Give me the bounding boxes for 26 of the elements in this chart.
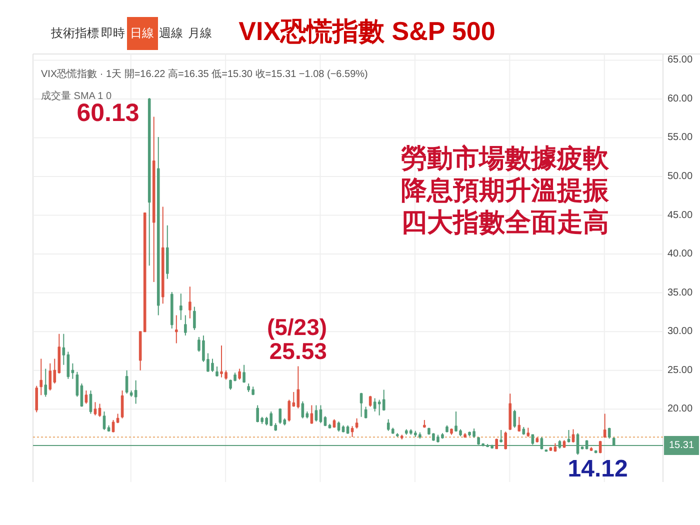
y-tick-label: 20.00 xyxy=(667,404,693,415)
annotation: (5/23) xyxy=(266,314,328,340)
annotation: 技術指標 xyxy=(51,26,99,40)
ref-label: 15.31 xyxy=(664,436,699,455)
y-tick-label: 35.00 xyxy=(667,287,693,298)
annotation: 60.13 xyxy=(76,99,140,127)
y-tick-label: 25.00 xyxy=(667,364,693,376)
ref-line-label: 15.31 xyxy=(668,440,694,451)
annotation: 週線 xyxy=(159,26,183,40)
annotation: 即時 xyxy=(101,26,125,40)
annotation: 降息預期升溫提振 xyxy=(401,175,609,205)
y-tick-label: 65.00 xyxy=(667,54,693,66)
annotation: 四大指數全面走高 xyxy=(401,207,609,237)
y-tick-label: 40.00 xyxy=(667,248,693,260)
y-tick-label: 60.00 xyxy=(667,93,693,104)
annotation: 成交量 SMA 1 0 xyxy=(41,91,112,102)
y-tick-label: 50.00 xyxy=(667,171,693,182)
annotation: 月線 xyxy=(188,26,212,40)
annotation: 14.12 xyxy=(568,456,628,483)
annotation: VIX恐慌指數 · 1天 開=16.22 高=16.35 低=15.30 收=15.31 −1.08 (−6.59%) xyxy=(41,69,368,80)
annotation: 勞動市場數據疲軟 xyxy=(401,143,609,173)
y-tick-label: 30.00 xyxy=(667,326,693,338)
annotation: 日線 xyxy=(130,26,154,40)
chart-title: VIX恐慌指數 S&P 500 xyxy=(238,16,496,46)
y-tick-label: 45.00 xyxy=(667,210,693,221)
y-tick-label: 55.00 xyxy=(667,132,693,144)
